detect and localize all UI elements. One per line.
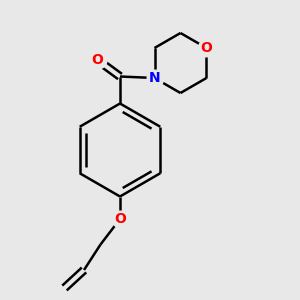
Text: O: O [92,53,104,67]
Text: O: O [200,41,212,55]
Text: O: O [114,212,126,226]
Text: N: N [149,71,160,85]
